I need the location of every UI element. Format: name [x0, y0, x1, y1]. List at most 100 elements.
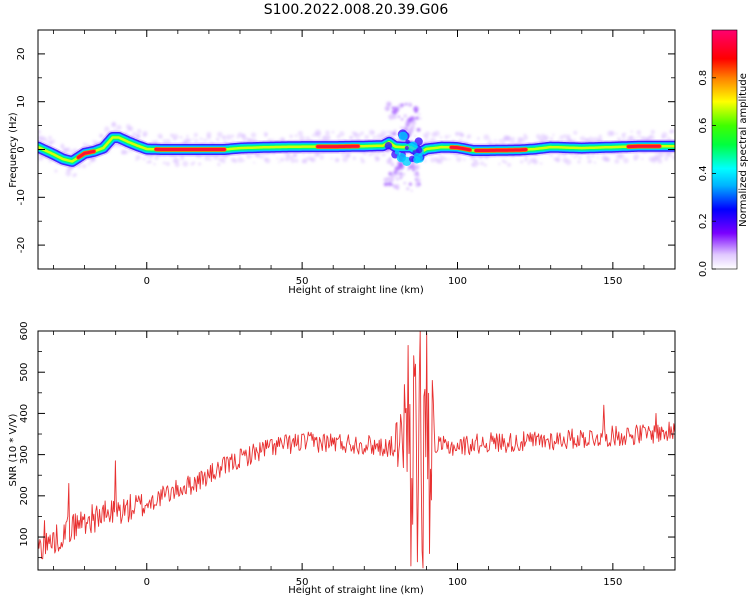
- spectrogram-halo-dot: [623, 133, 626, 136]
- x-tick-label: 150: [603, 577, 622, 588]
- spectrogram-halo-dot: [257, 154, 261, 158]
- spectrogram-halo-dot: [552, 134, 554, 136]
- spectrogram-halo-dot: [494, 139, 497, 142]
- burst-blotch: [399, 131, 408, 140]
- spectrogram-halo-dot: [336, 159, 339, 162]
- spectrogram-halo-dot: [411, 120, 416, 125]
- spectrogram-halo-dot: [265, 158, 271, 164]
- spectrogram-halo-dot: [524, 158, 528, 162]
- colorbar: 0.00.20.40.60.8 Normalized spectral ampl…: [698, 30, 749, 277]
- spectrogram-halo-dot: [295, 159, 299, 163]
- spectrogram-halo-dot: [376, 157, 380, 161]
- y-tick-label: 200: [19, 486, 30, 505]
- spectrogram-halo-dot: [524, 135, 529, 140]
- spectrogram-halo-dot: [347, 154, 350, 157]
- spectrogram-halo-dot: [325, 130, 330, 135]
- colorbar-tick-label: 0.2: [698, 213, 709, 229]
- spectrogram-x-label: Height of straight line (km): [288, 285, 424, 296]
- y-tick-label: 100: [19, 527, 30, 546]
- x-tick-label: 0: [144, 577, 150, 588]
- spectrogram-halo-dot: [280, 157, 284, 161]
- spectrogram-halo-dot: [463, 159, 465, 161]
- spectrogram-halo-dot: [413, 106, 418, 111]
- colorbar-tick-label: 0.0: [698, 261, 709, 277]
- snr-series-line: [38, 331, 675, 568]
- spectrogram-halo-dot: [597, 156, 599, 158]
- spectrogram-halo-dot: [242, 134, 245, 137]
- spectrogram-halo-dot: [399, 174, 403, 178]
- spectrogram-halo-dot: [415, 164, 420, 169]
- spectrogram-halo-dot: [477, 162, 480, 165]
- spectrogram-halo-dot: [88, 163, 90, 165]
- spectrogram-halo-dot: [293, 154, 297, 158]
- spectrogram-halo-dot: [633, 154, 639, 160]
- spectrogram-halo-dot: [54, 169, 57, 172]
- spectrogram-halo-dot: [540, 162, 543, 165]
- spectrogram-halo-dot: [471, 163, 474, 166]
- spectrogram-halo-dot: [614, 159, 619, 164]
- spectrogram-halo-dot: [483, 134, 489, 140]
- colorbar-tick-label: 0.4: [698, 165, 709, 181]
- spectrogram-halo-dot: [182, 161, 188, 167]
- spectrogram-halo-dot: [533, 158, 536, 161]
- spectrogram-halo-dot: [474, 159, 478, 163]
- spectrogram-halo-dot: [577, 160, 580, 163]
- spectrogram-halo-dot: [137, 129, 142, 134]
- spectrogram-halo-dot: [425, 131, 430, 136]
- spectrogram-halo-dot: [66, 171, 72, 177]
- spectrogram-halo-dot: [630, 136, 632, 138]
- spectrogram-halo-dot: [563, 134, 567, 138]
- spectrogram-halo-dot: [289, 135, 293, 139]
- spectrogram-halo-dot: [36, 130, 41, 135]
- spectrogram-halo-dot: [104, 126, 109, 131]
- spectrogram-halo-dot: [233, 159, 237, 163]
- spectrogram-halo-dot: [384, 182, 388, 186]
- spectrogram-halo-dot: [198, 162, 201, 165]
- spectrogram-halo-dot: [573, 131, 577, 135]
- y-tick-label: 500: [19, 363, 30, 382]
- spectrogram-halo-dot: [231, 135, 234, 138]
- spectrogram-halo-dot: [48, 136, 52, 140]
- spectrogram-halo-dot: [579, 156, 582, 159]
- spectrogram-halo-dot: [51, 139, 55, 143]
- spectrogram-halo-dot: [543, 135, 548, 140]
- spectrogram-halo-dot: [387, 102, 392, 107]
- spectrogram-halo-dot: [415, 116, 419, 120]
- spectrogram-halo-dot: [484, 164, 487, 167]
- snr-frame: [38, 331, 675, 570]
- spectrogram-halo-dot: [175, 162, 180, 167]
- spectrogram-halo-dot: [156, 140, 158, 142]
- spectrogram-halo-dot: [460, 133, 463, 136]
- spectrogram-halo-dot: [398, 116, 400, 118]
- y-tick-label: 300: [19, 445, 30, 464]
- spectrogram-halo-dot: [388, 177, 394, 183]
- spectrogram-halo-dot: [404, 114, 407, 117]
- spectrogram-halo-dot: [534, 160, 536, 162]
- spectrogram-halo-dot: [251, 132, 256, 137]
- spectrogram-halo-dot: [394, 130, 397, 133]
- spectrogram-halo-dot: [136, 155, 141, 160]
- spectrogram-halo-dot: [642, 137, 644, 139]
- spectrogram-halo-dot: [396, 187, 399, 190]
- x-tick-label: 150: [603, 276, 622, 287]
- spectrogram-halo-dot: [143, 158, 146, 161]
- spectrogram-halo-dot: [193, 161, 196, 164]
- spectrogram-halo-dot: [411, 190, 413, 192]
- spectrogram-halo-dot: [619, 154, 625, 160]
- spectrogram-halo-dot: [623, 158, 629, 164]
- spectrogram-halo-dot: [316, 132, 321, 137]
- figure-title: S100.2022.008.20.39.G06: [264, 2, 449, 18]
- spectrogram-halo-dot: [295, 134, 298, 137]
- spectrogram-halo-dot: [364, 135, 369, 140]
- spectrogram-halo-dot: [354, 132, 358, 136]
- spectrogram-halo-dot: [467, 134, 471, 138]
- spectrogram-halo-dot: [434, 131, 440, 137]
- spectrogram-halo-dot: [636, 137, 638, 139]
- spectrogram-halo-dot: [290, 158, 295, 163]
- spectrogram-halo-dot: [332, 131, 335, 134]
- spectrogram-halo-dot: [636, 130, 641, 135]
- colorbar-tick-label: 0.6: [698, 118, 709, 134]
- spectrogram-halo-dot: [194, 139, 198, 143]
- spectrogram-halo-dot: [163, 161, 166, 164]
